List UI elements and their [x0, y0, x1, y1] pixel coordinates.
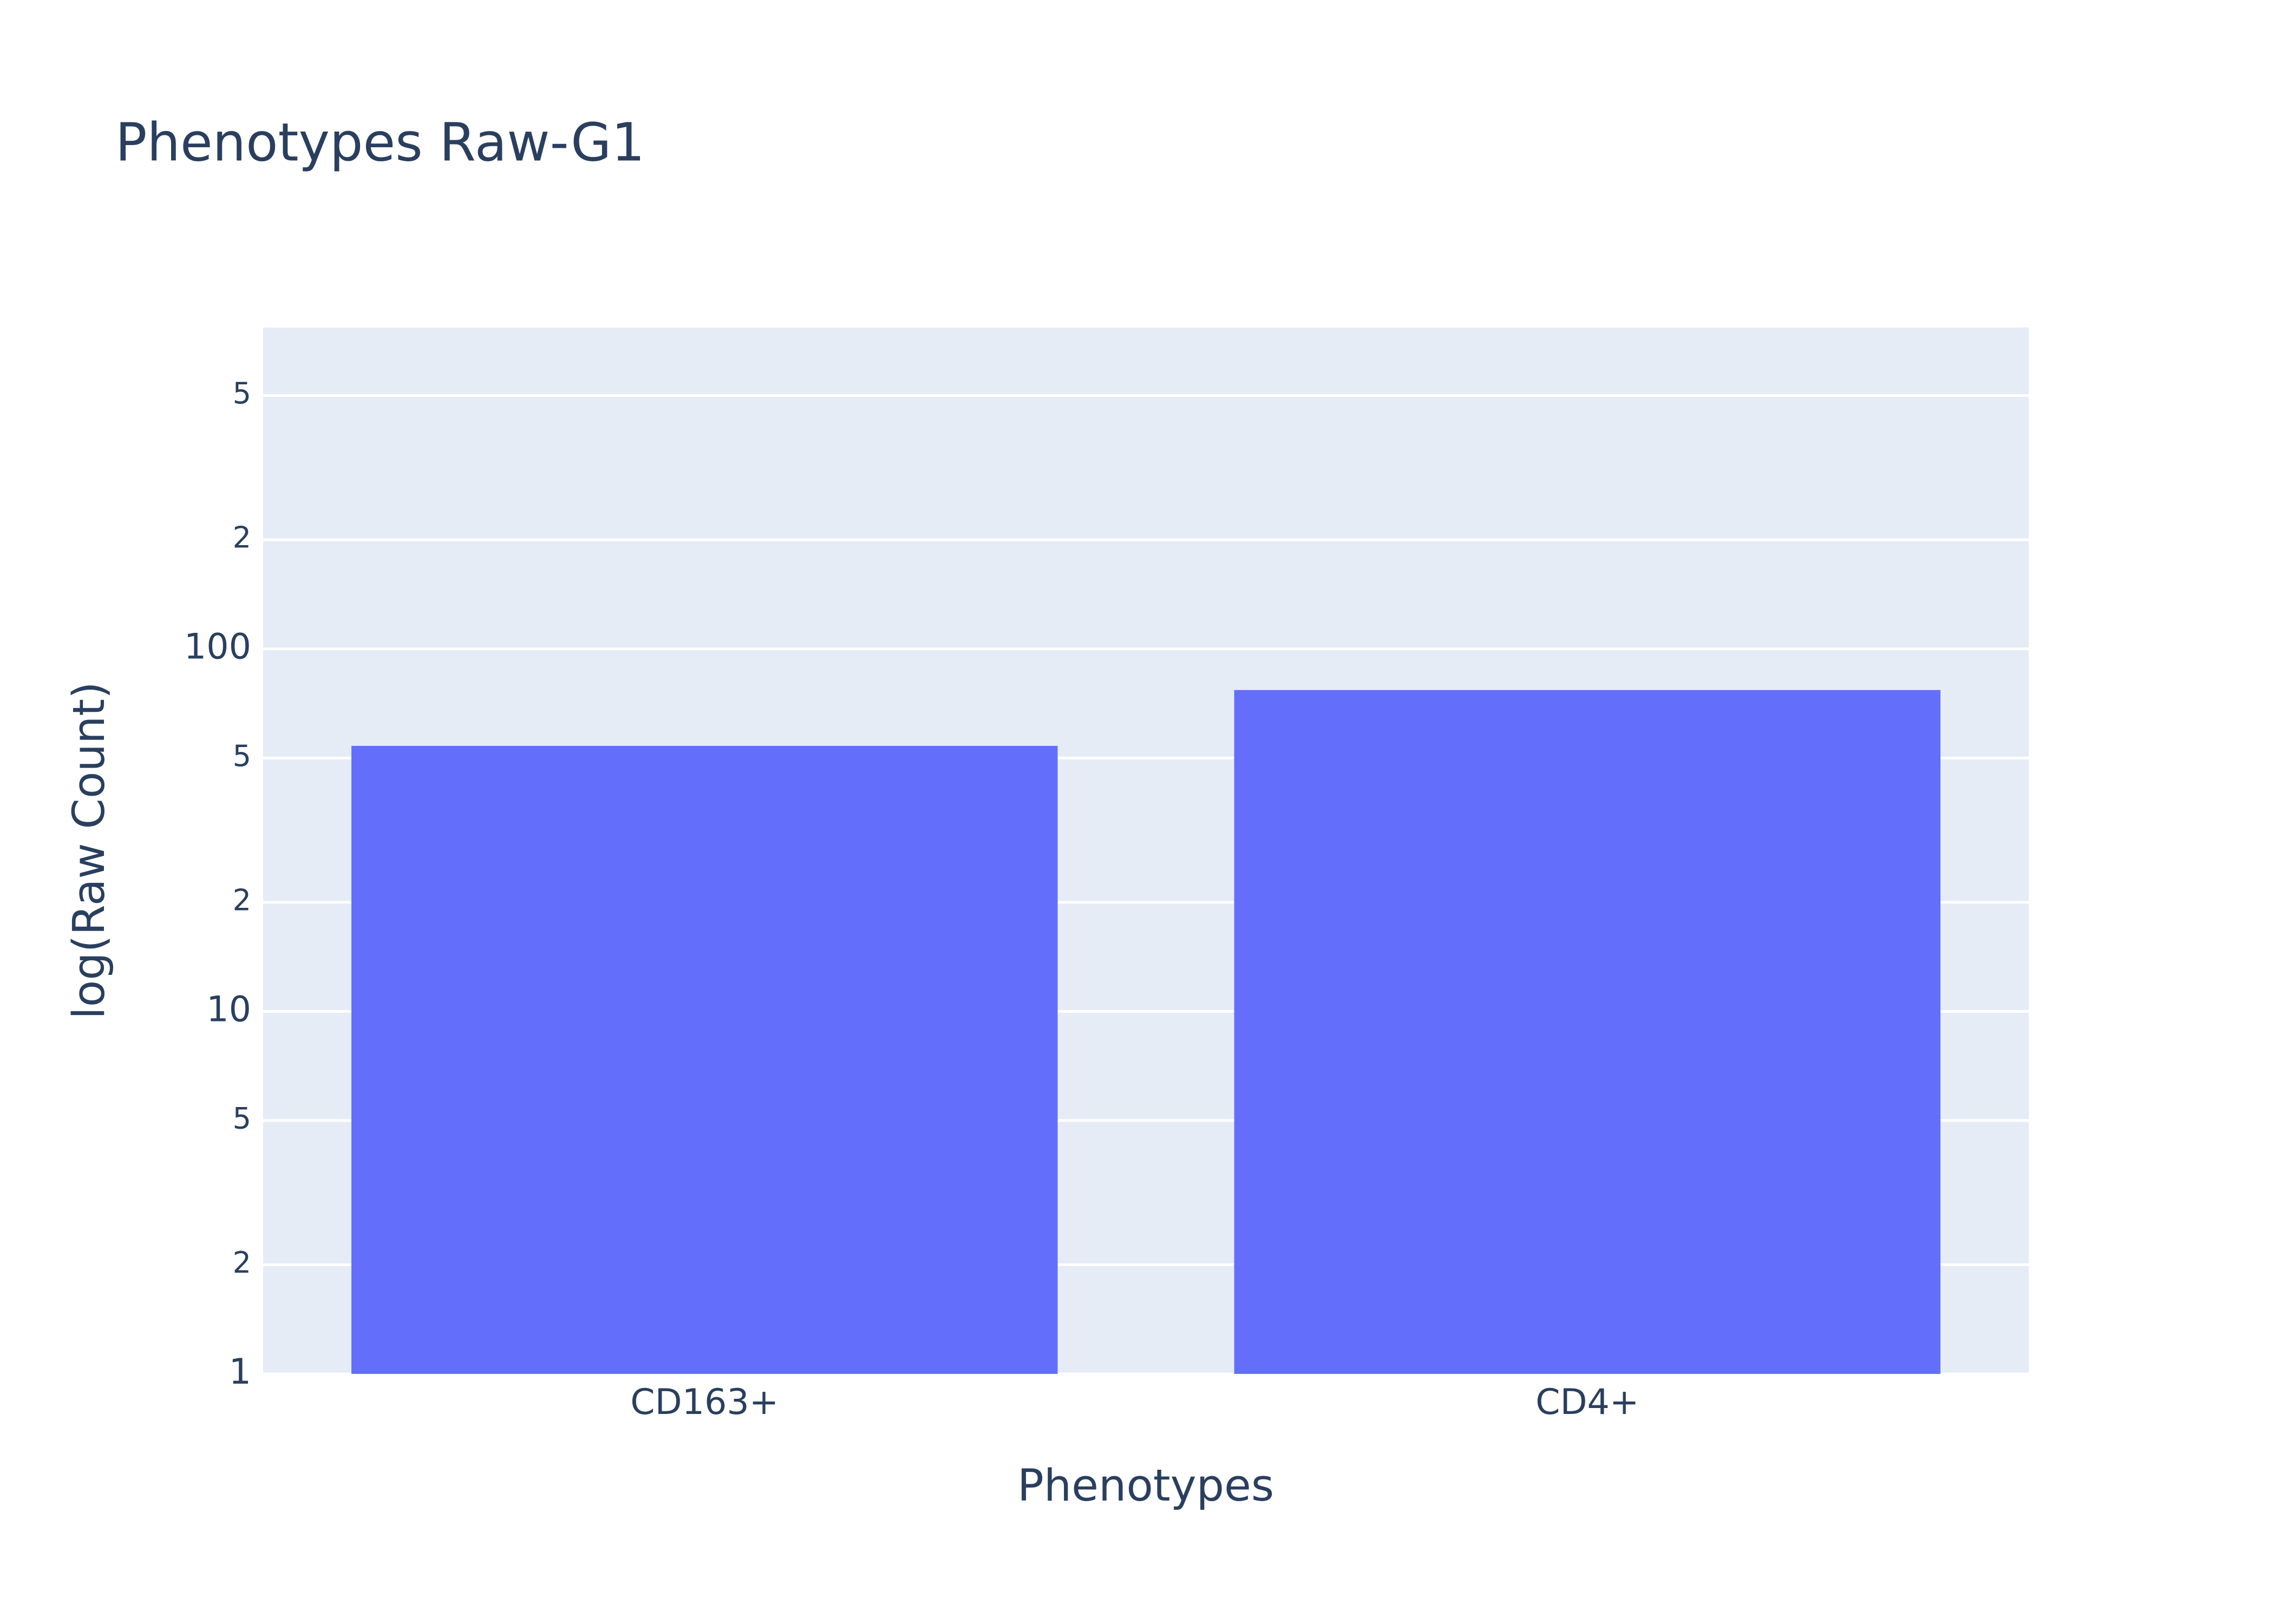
y-axis-title: log(Raw Count) [64, 682, 115, 1019]
x-tick-label: CD4+ [1535, 1382, 1639, 1423]
y-tick-label: 100 [184, 627, 251, 667]
y-tick-label: 10 [206, 989, 251, 1030]
bar [351, 745, 1058, 1374]
y-tick-label: 5 [233, 1102, 251, 1136]
y-tick-label: 2 [233, 1246, 251, 1280]
chart-title: Phenotypes Raw-G1 [115, 112, 645, 173]
y-tick-label: 1 [229, 1352, 251, 1392]
bar [1234, 690, 1940, 1374]
y-tick-label: 5 [233, 376, 251, 410]
x-tick-label: CD163+ [630, 1382, 779, 1423]
y-tick-label: 2 [233, 883, 251, 917]
x-axis-title: Phenotypes [1017, 1461, 1274, 1511]
y-tick-label: 5 [233, 739, 251, 773]
y-tick-label: 2 [233, 521, 251, 555]
